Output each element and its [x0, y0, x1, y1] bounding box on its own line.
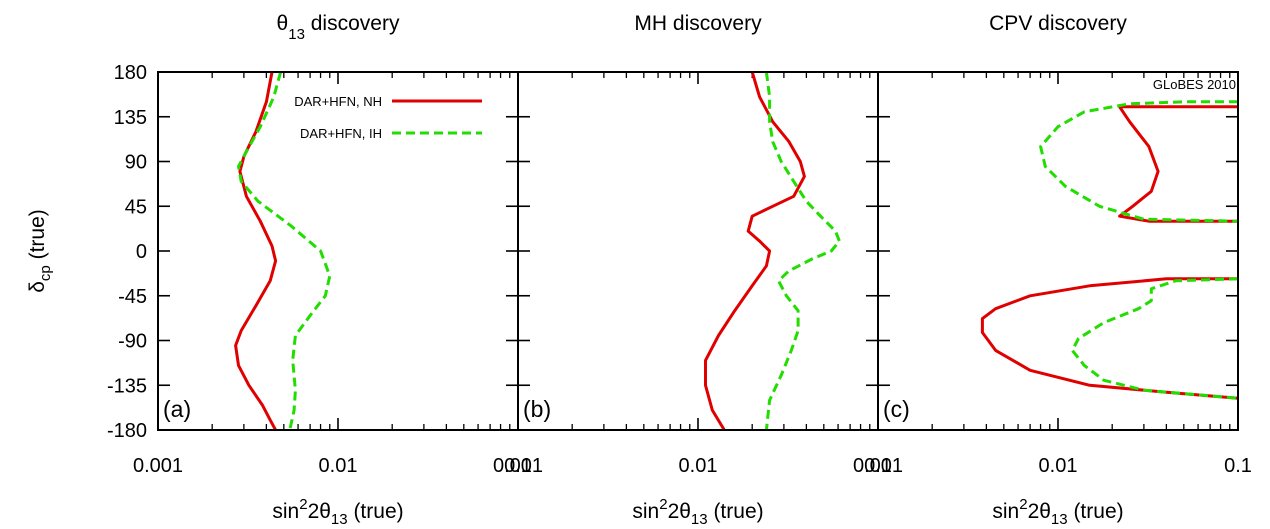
y-tick-label: 180	[114, 62, 147, 84]
title-sub: 13	[288, 26, 305, 43]
x-axis-label: sin22θ13 (true)	[272, 496, 403, 528]
legend: DAR+HFN, NH DAR+HFN, IH	[294, 94, 482, 141]
xlabel-mid: 2θ	[1028, 500, 1051, 523]
x-tick-label: 0.01	[679, 455, 718, 477]
x-tick-label: 0.1	[504, 455, 532, 477]
y-tick-label: -180	[107, 420, 147, 442]
series-nh-curve	[704, 72, 806, 430]
xlabel-pre: sin	[632, 500, 659, 523]
xlabel-sub: 13	[691, 511, 708, 528]
series-nh-curve	[234, 72, 278, 430]
title-post: discovery	[305, 12, 400, 35]
y-tick-label: -90	[118, 331, 147, 353]
series-nh-curve	[1118, 105, 1238, 223]
legend-label: DAR+HFN, NH	[294, 94, 382, 109]
minor-ticks-panel-3	[931, 72, 1231, 430]
y-tick-label: -135	[107, 375, 147, 397]
x-axis-label: sin22θ13 (true)	[992, 496, 1123, 528]
x-tick-label: 0.001	[133, 455, 183, 477]
curves-panel-1	[234, 72, 332, 430]
y-axis-label: δcp (true)	[26, 209, 54, 293]
xlabel-mid: 2θ	[668, 500, 691, 523]
panel-3: 0.001 0.01 0.1 (c) CPV discovery sin22θ13 (tr…	[853, 12, 1252, 528]
panel-title: MH discovery	[634, 12, 762, 35]
xlabel-post: (true)	[348, 500, 404, 523]
curves-panel-3	[980, 100, 1238, 400]
x-tick-label: 0.1	[864, 455, 892, 477]
xlabel-post: (true)	[1068, 500, 1124, 523]
y-tick-label: 0	[136, 241, 147, 263]
globes-watermark: GLoBES 2010	[1153, 77, 1236, 92]
title-main: θ	[277, 12, 289, 35]
xlabel-sup: 2	[659, 496, 667, 513]
panel-tag: (a)	[163, 396, 191, 422]
ylabel-text: δcp (true)	[26, 209, 54, 293]
series-ih-curve	[1070, 277, 1238, 400]
panel-tag: (c)	[883, 396, 910, 422]
panels: 0.001 0.01 0.1 180 135 90 45 0 -45 -90 -135 -180 (a)…	[107, 12, 1252, 528]
y-tick-label: 90	[125, 152, 147, 174]
y-tick-label: 135	[114, 107, 147, 129]
x-tick-label: 0.001	[493, 455, 543, 477]
y-tick-label: -45	[118, 286, 147, 308]
x-tick-label: 0.001	[853, 455, 903, 477]
title-main: CPV discovery	[989, 12, 1127, 35]
xlabel-pre: sin	[272, 500, 299, 523]
panel-1: 0.001 0.01 0.1 180 135 90 45 0 -45 -90 -135 -180 (a)…	[107, 12, 532, 528]
panel-2: 0.001 0.01 0.1 (b) MH discovery sin22θ13 (tru…	[493, 12, 892, 528]
plot-frame	[517, 71, 879, 431]
x-axis-label: sin22θ13 (true)	[632, 496, 763, 528]
ylabel-rest: (true)	[26, 209, 49, 265]
ylabel-sub: cp	[37, 265, 54, 281]
xlabel-sup: 2	[299, 496, 307, 513]
panel-title: θ13 discovery	[277, 12, 400, 43]
curves-panel-2	[704, 72, 841, 430]
title-main: MH discovery	[634, 12, 762, 35]
panel-title: CPV discovery	[989, 12, 1127, 35]
series-ih-curve	[237, 72, 332, 430]
ylabel-main: δ	[26, 281, 49, 293]
y-tick-label: 45	[125, 196, 147, 218]
minor-ticks-panel-2	[571, 72, 871, 430]
legend-label: DAR+HFN, IH	[300, 126, 382, 141]
panel-tag: (b)	[523, 396, 551, 422]
xlabel-sup: 2	[1019, 496, 1027, 513]
xlabel-pre: sin	[992, 500, 1019, 523]
xlabel-sub: 13	[1051, 511, 1068, 528]
xlabel-mid: 2θ	[308, 500, 331, 523]
plot-frame	[877, 71, 1239, 431]
xlabel-sub: 13	[331, 511, 348, 528]
x-tick-label: 0.1	[1224, 455, 1252, 477]
series-ih-curve	[1039, 100, 1238, 223]
x-tick-label: 0.01	[1039, 455, 1078, 477]
x-tick-label: 0.01	[319, 455, 358, 477]
xlabel-post: (true)	[708, 500, 764, 523]
series-nh-curve	[980, 277, 1238, 400]
series-ih-curve	[764, 72, 841, 430]
